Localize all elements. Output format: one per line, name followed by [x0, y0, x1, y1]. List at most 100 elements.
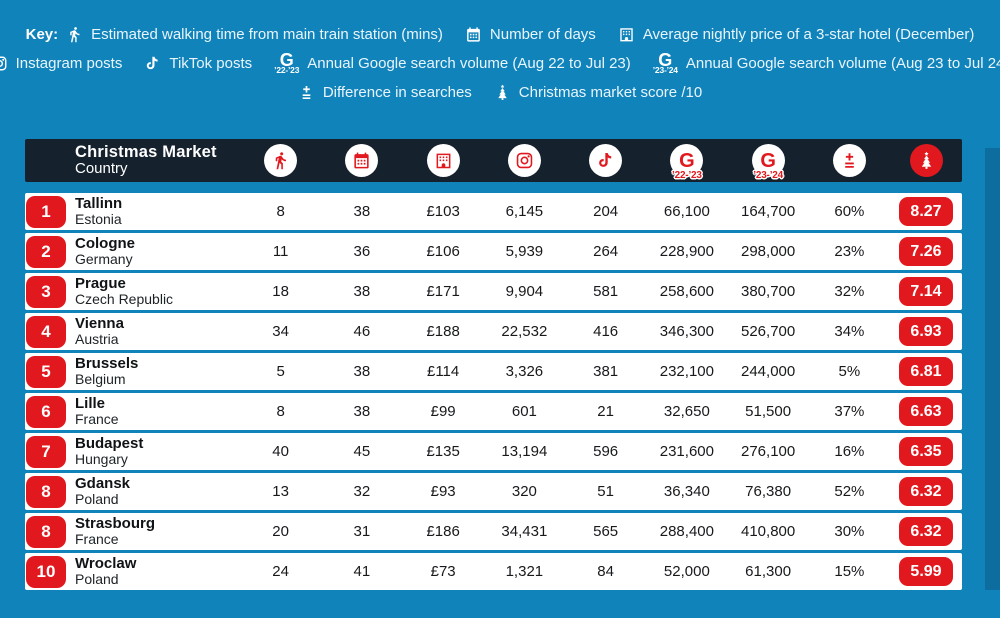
city-name: Cologne [75, 234, 135, 252]
score-badge: 6.35 [899, 437, 953, 466]
google-23-24-value: 51,500 [745, 403, 792, 420]
score-badge: 5.99 [899, 557, 953, 586]
hotel-price-value: £99 [430, 403, 456, 420]
days-value: 31 [353, 523, 371, 540]
hotel-price-value: £93 [430, 483, 456, 500]
key-label: Key: [25, 26, 59, 43]
instagram-posts-value: 13,194 [501, 443, 548, 460]
rank-badge: 10 [26, 555, 66, 588]
table-title: Christmas Market Country [25, 143, 240, 178]
walk-time-value: 5 [276, 363, 285, 380]
instagram-posts-value: 9,904 [505, 283, 544, 300]
key-item-text: Estimated walking time from main train s… [91, 26, 443, 43]
google-22-23-value: 258,600 [659, 283, 714, 300]
tiktok-icon [144, 55, 161, 72]
rank-badge: 2 [26, 235, 66, 268]
search-diff-value: 37% [834, 403, 865, 420]
instagram-posts-value: 5,939 [505, 243, 544, 260]
google-22-23-value: 232,100 [659, 363, 714, 380]
tiktok-posts-value: 596 [593, 443, 619, 460]
tiktok-posts-value: 84 [597, 563, 614, 580]
days-value: 38 [353, 363, 371, 380]
google-22-23-value: 52,000 [663, 563, 710, 580]
search-diff-value: 30% [834, 523, 865, 540]
google-22-23-label: ’22-’23 [274, 65, 300, 76]
days-value: 38 [353, 403, 371, 420]
google-23-24-value: 410,800 [741, 523, 796, 540]
instagram-posts-value: 34,431 [501, 523, 548, 540]
google-22-23-value: 231,600 [659, 443, 714, 460]
walk-time-value: 8 [276, 203, 285, 220]
walking-icon [264, 144, 298, 177]
search-diff-value: 15% [834, 563, 865, 580]
days-value: 41 [353, 563, 371, 580]
tiktok-posts-value: 565 [593, 523, 619, 540]
rank-badge: 8 [26, 475, 66, 508]
score-badge: 7.14 [899, 277, 953, 306]
google-22-23-value: 346,300 [659, 323, 714, 340]
rank-badge: 3 [26, 275, 66, 308]
table-row: 5 Brussels Belgium 5 38 £114 3,326 381 2… [25, 353, 962, 390]
days-value: 38 [353, 283, 371, 300]
search-diff-value: 32% [834, 283, 865, 300]
days-value: 32 [353, 483, 371, 500]
score-badge: 6.63 [899, 397, 953, 426]
rank-badge: 8 [26, 515, 66, 548]
google-23-24-icon: G ’23-’24 [653, 49, 678, 75]
rank-badge: 5 [26, 355, 66, 388]
google-22-23-column-label: ’22-’23 [672, 170, 702, 181]
google-23-24-value: 276,100 [741, 443, 796, 460]
calendar-icon [465, 26, 482, 43]
search-diff-value: 60% [834, 203, 865, 220]
days-value: 36 [353, 243, 371, 260]
days-value: 46 [353, 323, 371, 340]
google-letter: G [679, 149, 695, 172]
key-item-text: Instagram posts [15, 55, 123, 72]
table-header-row: Christmas Market Country G ’22-’23 G ’23… [25, 139, 962, 182]
days-value: 45 [353, 443, 371, 460]
walk-time-value: 40 [272, 443, 289, 460]
country-name: Poland [75, 571, 119, 588]
tiktok-posts-value: 264 [593, 243, 619, 260]
instagram-posts-value: 601 [511, 403, 537, 420]
walk-time-value: 8 [276, 403, 285, 420]
walk-time-value: 34 [272, 323, 289, 340]
table-title-sub: Country [75, 160, 128, 178]
instagram-posts-value: 3,326 [505, 363, 544, 380]
google-letter: G [658, 49, 673, 70]
tiktok-posts-value: 416 [593, 323, 619, 340]
city-name: Gdansk [75, 474, 131, 492]
key-item-text: Annual Google search volume (Aug 23 to J… [685, 55, 1000, 72]
country-name: France [75, 531, 119, 548]
hotel-price-value: £186 [426, 523, 460, 540]
google-23-24-value: 244,000 [741, 363, 796, 380]
tiktok-posts-value: 381 [593, 363, 619, 380]
key-item-text: Christmas market score /10 [518, 84, 703, 101]
city-name: Budapest [75, 434, 144, 452]
key-line-2: Instagram posts TikTok posts G ’22-’23 A… [0, 49, 1000, 78]
tiktok-posts-value: 21 [597, 403, 614, 420]
key-legend: Key: Estimated walking time from main tr… [0, 0, 1000, 107]
google-23-24-value: 61,300 [745, 563, 792, 580]
walk-time-value: 18 [272, 283, 289, 300]
christmas-tree-icon [909, 144, 943, 177]
table-row: 3 Prague Czech Republic 18 38 £171 9,904… [25, 273, 962, 310]
instagram-posts-value: 22,532 [501, 323, 548, 340]
city-name: Strasbourg [75, 514, 156, 532]
score-badge: 7.26 [899, 237, 953, 266]
google-22-23-value: 288,400 [659, 523, 714, 540]
tiktok-icon [589, 144, 623, 177]
country-name: Estonia [75, 211, 122, 228]
hotel-price-value: £188 [426, 323, 460, 340]
search-diff-value: 16% [834, 443, 865, 460]
key-item-text: Average nightly price of a 3-star hotel … [642, 26, 975, 43]
key-item-text: Difference in searches [322, 84, 472, 101]
country-name: Poland [75, 491, 119, 508]
hotel-icon [426, 144, 460, 177]
days-value: 38 [353, 203, 371, 220]
google-23-24-value: 76,380 [745, 483, 792, 500]
table-row: 1 Tallinn Estonia 8 38 £103 6,145 204 66… [25, 193, 962, 230]
country-name: Czech Republic [75, 291, 174, 308]
country-name: Germany [75, 251, 133, 268]
